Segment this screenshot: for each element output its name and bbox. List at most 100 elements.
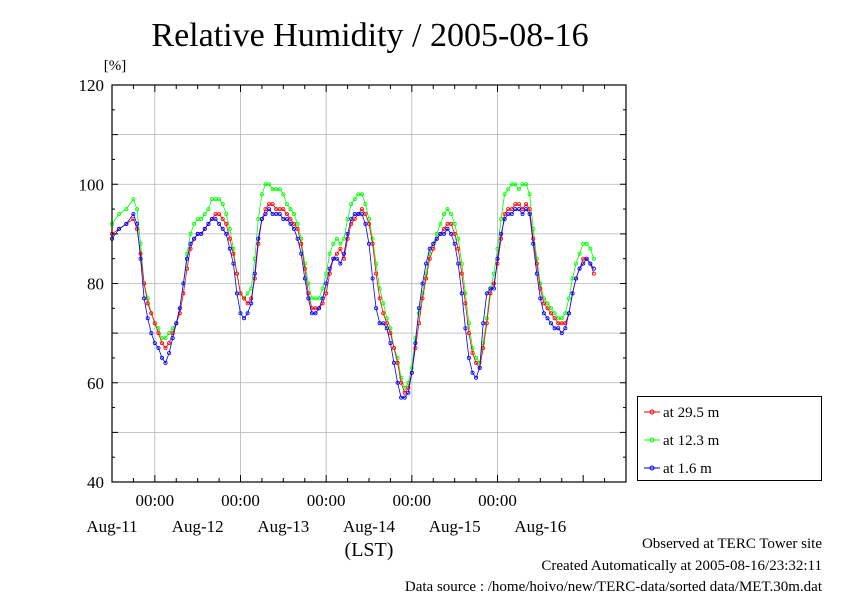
data-point xyxy=(220,202,225,207)
series-0 xyxy=(110,202,596,395)
data-point xyxy=(520,211,525,216)
data-point xyxy=(391,345,396,350)
data-point xyxy=(320,286,325,291)
data-point xyxy=(509,211,514,216)
data-point xyxy=(213,197,218,202)
data-point xyxy=(470,370,475,375)
data-point xyxy=(391,360,396,365)
data-point xyxy=(149,311,154,316)
data-point xyxy=(588,261,593,266)
series-line xyxy=(111,208,595,399)
series-1 xyxy=(110,182,596,390)
series-layer xyxy=(110,182,596,400)
data-point xyxy=(152,321,157,326)
data-point xyxy=(456,246,461,251)
data-point xyxy=(259,216,264,221)
data-point xyxy=(381,301,386,306)
data-point xyxy=(316,306,321,311)
data-point xyxy=(231,251,236,256)
data-point xyxy=(284,211,289,216)
data-point xyxy=(302,276,307,281)
data-point xyxy=(249,301,254,306)
data-point xyxy=(284,202,289,207)
data-point xyxy=(163,336,168,341)
data-point xyxy=(499,236,504,241)
data-point xyxy=(327,271,332,276)
data-point xyxy=(466,331,471,336)
x-time-label: 00:00 xyxy=(478,491,517,510)
data-point xyxy=(491,286,496,291)
data-point xyxy=(359,207,364,212)
data-point xyxy=(463,326,468,331)
data-point xyxy=(209,216,214,221)
data-point xyxy=(291,226,296,231)
data-point xyxy=(531,236,536,241)
x-time-label: 00:00 xyxy=(135,491,174,510)
data-point xyxy=(163,360,168,365)
data-point xyxy=(466,355,471,360)
data-point xyxy=(302,261,307,266)
data-point xyxy=(267,182,272,187)
data-point xyxy=(581,261,586,266)
data-point xyxy=(256,236,261,241)
series-line xyxy=(111,183,595,389)
x-day-label: Aug-14 xyxy=(343,517,395,536)
data-point xyxy=(427,246,432,251)
data-point xyxy=(177,306,182,311)
data-point xyxy=(334,256,339,261)
data-point xyxy=(484,291,489,296)
data-point xyxy=(259,192,264,197)
data-point xyxy=(406,390,411,395)
data-point xyxy=(456,236,461,241)
data-point xyxy=(388,331,393,336)
data-point xyxy=(217,221,222,226)
data-point xyxy=(345,236,350,241)
data-point xyxy=(270,202,275,207)
data-point xyxy=(527,211,532,216)
y-tick-label: 100 xyxy=(79,175,105,194)
data-point xyxy=(117,226,122,231)
data-point xyxy=(424,261,429,266)
data-point xyxy=(331,241,336,246)
data-point xyxy=(381,311,386,316)
data-point xyxy=(313,311,318,316)
y-tick-label: 60 xyxy=(87,374,104,393)
data-point xyxy=(381,321,386,326)
data-point xyxy=(231,261,236,266)
data-point xyxy=(456,261,461,266)
data-point xyxy=(399,375,404,380)
data-point xyxy=(363,221,368,226)
data-point xyxy=(188,231,193,236)
data-point xyxy=(192,221,197,226)
data-point xyxy=(156,331,161,336)
data-point xyxy=(359,192,364,197)
data-point xyxy=(324,281,329,286)
data-point xyxy=(238,311,243,316)
data-point xyxy=(145,301,150,306)
data-point xyxy=(552,316,557,321)
data-point xyxy=(466,321,471,326)
data-point xyxy=(206,221,211,226)
data-point xyxy=(159,355,164,360)
data-point xyxy=(484,316,489,321)
data-point xyxy=(267,207,272,212)
data-point xyxy=(574,261,579,266)
data-point xyxy=(566,311,571,316)
data-point xyxy=(334,236,339,241)
data-point xyxy=(152,341,157,346)
data-point xyxy=(338,241,343,246)
data-point xyxy=(220,226,225,231)
data-point xyxy=(131,211,136,216)
data-point xyxy=(591,256,596,261)
y-tick-label: 40 xyxy=(87,473,104,492)
data-point xyxy=(452,241,457,246)
data-point xyxy=(288,207,293,212)
data-point xyxy=(516,207,521,212)
data-point xyxy=(513,182,518,187)
data-point xyxy=(449,221,454,226)
data-point xyxy=(395,380,400,385)
data-point xyxy=(545,316,550,321)
data-point xyxy=(184,251,189,256)
data-point xyxy=(199,216,204,221)
